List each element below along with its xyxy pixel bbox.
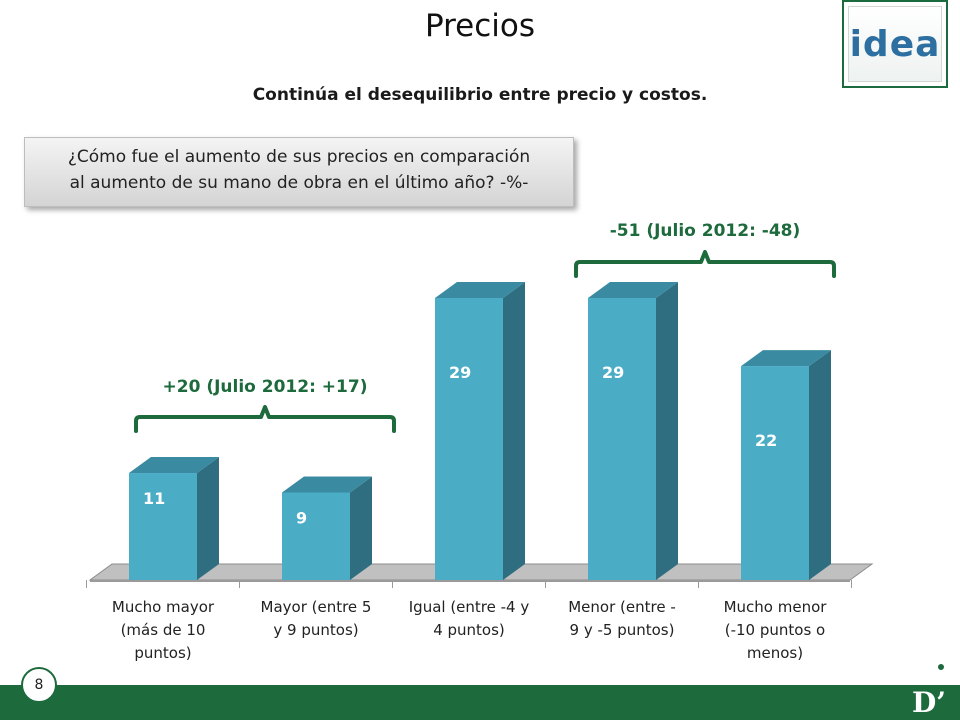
annotation-label: -51 (Julio 2012: -48) [610,221,801,241]
category-label: y 9 puntos) [273,621,358,639]
logo-text: idea [849,24,941,65]
bar-side [197,457,219,580]
bar-top [741,350,831,367]
bar-top [129,457,219,474]
idea-logo: idea [842,0,948,88]
bar [741,366,809,580]
brand-mark: D’ [912,686,947,719]
footer-bar [0,685,960,720]
category-label: Mucho mayor [112,598,215,616]
category-label: (-10 puntos o [725,621,825,639]
question-box: ¿Cómo fue el aumento de sus precios en c… [24,137,574,207]
logo-frame [848,6,942,82]
category-label: 9 y -5 puntos) [570,621,675,639]
bar [435,298,503,580]
bar-side [350,476,372,580]
question-line-1: ¿Cómo fue el aumento de sus precios en c… [67,147,531,167]
category-label: Mucho menor [724,598,828,616]
bar [282,492,350,580]
data-label: 9 [296,508,307,527]
brand-dot-icon [938,664,944,670]
bar-side [503,282,525,580]
data-label: 29 [449,363,471,382]
question-line-2: al aumento de su mano de obra en el últi… [69,173,529,193]
bar-side [656,282,678,580]
bar [588,298,656,580]
data-label: 29 [602,363,624,382]
slide-subtitle: Continúa el desequilibrio entre precio y… [252,85,708,105]
chart-floor-edge [90,580,850,582]
category-label: Igual (entre -4 y [409,598,530,616]
data-label: 11 [143,489,165,508]
annotation-label: +20 (Julio 2012: +17) [163,377,368,397]
data-label: 22 [755,431,777,450]
slide-title: Precios [424,8,536,44]
bar-top [282,476,372,493]
category-label: menos) [747,644,803,662]
category-label: Mayor (entre 5 [261,598,372,616]
category-label: puntos) [134,644,191,662]
category-label: Menor (entre - [568,598,676,616]
category-label: (más de 10 [121,621,206,639]
category-label: 4 puntos) [433,621,505,639]
bar-side [809,350,831,580]
annotation-bracket [134,405,396,433]
annotation-bracket [574,250,836,278]
page-number: 8 [21,667,57,703]
bar-top [435,282,525,298]
bar [129,473,197,580]
bar-top [588,282,678,298]
